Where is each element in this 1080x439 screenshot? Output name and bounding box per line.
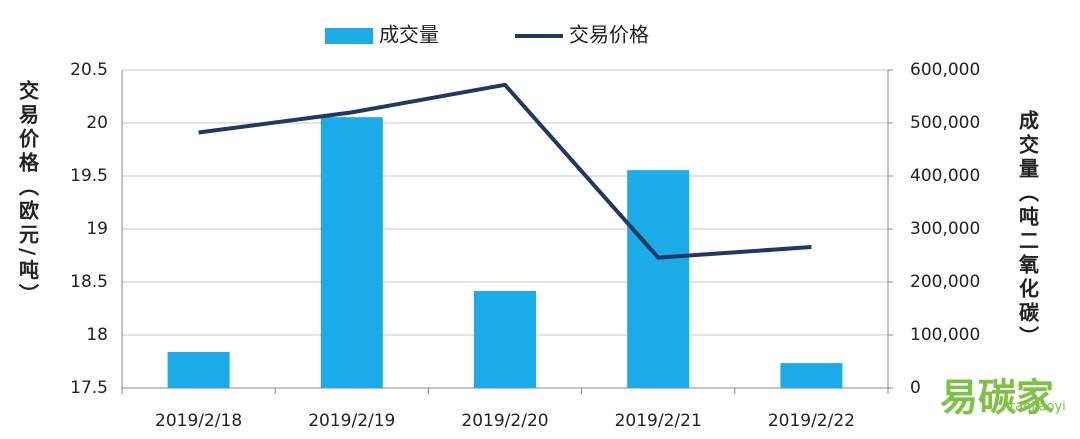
y-tick-label: 19.5 [70, 166, 108, 186]
y-tick-label: 17.5 [70, 378, 108, 398]
watermark: 易碳家 [940, 376, 1054, 420]
y-tick-label: 19 [86, 219, 108, 239]
y-tick-label: 18.5 [70, 272, 108, 292]
x-tick-label: 2019/2/21 [615, 411, 702, 431]
legend-label: 成交量 [379, 23, 439, 47]
x-tick-label: 2019/2/22 [768, 411, 855, 431]
x-tick-label: 2019/2/20 [461, 411, 548, 431]
bar [780, 363, 843, 388]
bar [474, 291, 536, 388]
legend-swatch [325, 28, 373, 44]
x-tick-label: 2019/2/19 [308, 411, 395, 431]
y-tick-label: 18 [86, 325, 108, 345]
y-axis-title: 交易价格（欧元/吨） [16, 79, 40, 308]
y2-tick-label: 600,000 [910, 60, 980, 80]
y2-tick-label: 300,000 [910, 219, 980, 239]
legend-label: 交易价格 [569, 23, 649, 47]
watermark-sub: tanjiaoyi [1010, 400, 1066, 415]
bar [167, 351, 230, 388]
x-tick-label: 2019/2/18 [155, 411, 242, 431]
y-tick-label: 20.5 [70, 60, 108, 80]
bar [320, 117, 383, 389]
y2-tick-label: 400,000 [910, 166, 980, 186]
y2-axis-title: 成交量（吨二氧化碳） [1016, 109, 1040, 350]
y2-tick-label: 200,000 [910, 272, 980, 292]
y2-tick-label: 500,000 [910, 113, 980, 133]
y-tick-label: 20 [86, 113, 108, 133]
bar [627, 170, 690, 388]
price-line [198, 82, 812, 260]
y2-tick-label: 100,000 [910, 325, 980, 345]
y2-tick-label: 0 [910, 378, 921, 398]
